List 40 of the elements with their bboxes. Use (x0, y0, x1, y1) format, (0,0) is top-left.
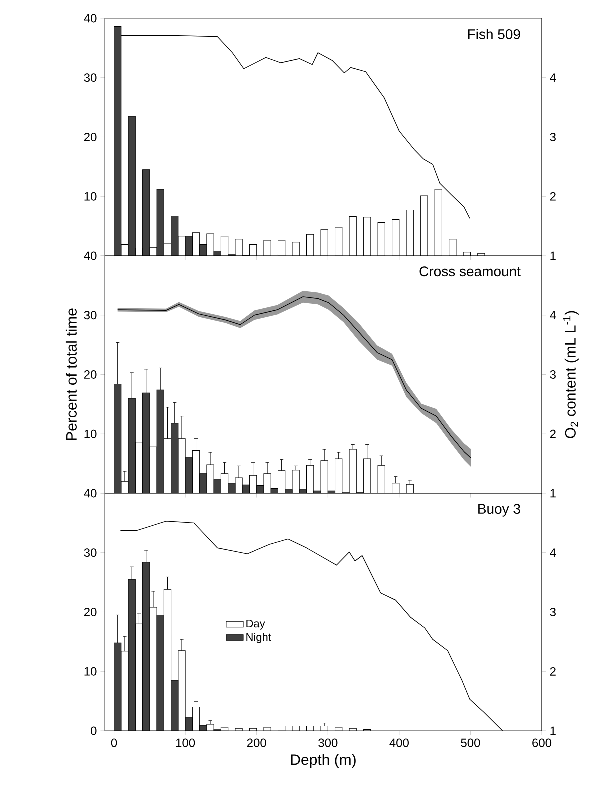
x-tick-label: 0 (111, 738, 118, 748)
x-tick-label: 500 (461, 738, 480, 748)
y2-tick-label: 1 (550, 489, 556, 498)
x-tick-label: 300 (318, 738, 338, 748)
y-tick-label: 40 (84, 14, 97, 23)
y2-tick-label: 3 (550, 133, 556, 142)
y2-tick-label: 3 (550, 608, 556, 616)
y-axis-title: Percent of total time (66, 308, 77, 440)
x-tick-label: 400 (390, 738, 409, 748)
y2-tick-label: 3 (550, 370, 556, 379)
y2-tick-label: 1 (550, 252, 556, 260)
x-axis-title: Depth (m) (291, 754, 356, 768)
legend-label: Day (246, 620, 266, 630)
y-tick-label: 10 (84, 192, 97, 201)
x-tick-label: 200 (247, 738, 266, 748)
y2-tick-label: 2 (550, 430, 556, 438)
y2-tick-label: 4 (550, 311, 556, 320)
y2-axis-title: O$_{2}$ content (mL L$^{-1}$) (563, 311, 579, 438)
legend-label: Night (246, 633, 272, 644)
y-tick-label: 30 (84, 311, 97, 320)
y2-tick-label: 4 (550, 74, 556, 82)
y-tick-label: 0 (91, 726, 97, 736)
text: Cross seamount (420, 266, 521, 277)
y-tick-label: 10 (84, 430, 97, 438)
y-tick-label: 20 (84, 133, 97, 142)
x-tick-label: 100 (176, 738, 196, 748)
x-tick-label: 600 (532, 738, 552, 748)
text: Buoy 3 (478, 504, 520, 517)
y2-tick-label: 4 (550, 548, 556, 557)
y-tick-label: 40 (84, 252, 97, 260)
text: Fish 509 (468, 29, 520, 40)
y2-tick-label: 2 (550, 192, 556, 201)
y2-tick-label: 2 (550, 667, 556, 676)
y-tick-label: 10 (84, 667, 97, 676)
y-tick-label: 20 (84, 608, 97, 616)
y-tick-label: 30 (84, 74, 97, 82)
y-tick-label: 20 (84, 370, 97, 379)
y-tick-label: 30 (84, 548, 97, 558)
y2-tick-label: 1 (550, 726, 556, 736)
y-tick-label: 40 (84, 489, 97, 498)
